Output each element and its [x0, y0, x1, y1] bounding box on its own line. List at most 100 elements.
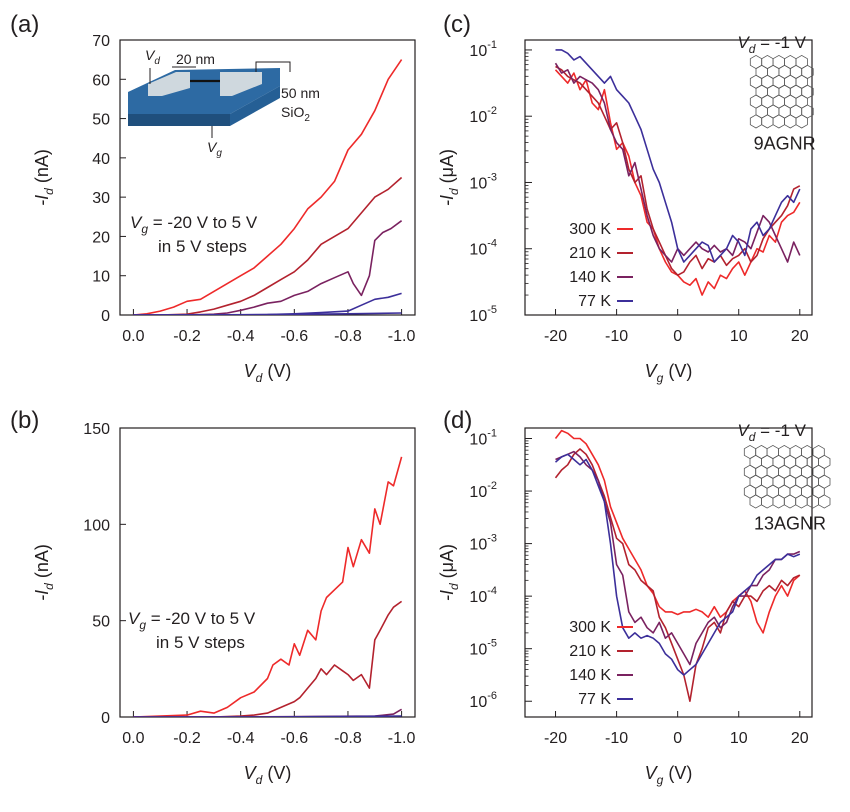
y-tick-label: 50	[92, 614, 110, 631]
ribbon-label: 13AGNR	[754, 513, 826, 533]
y-axis-label-var: -I	[32, 590, 52, 601]
y-axis-label-var: -I	[437, 195, 457, 206]
graphene-ribbon-diagram	[749, 54, 814, 129]
x-tick-label: -10	[605, 328, 628, 345]
y-axis-label-unit: (nA)	[32, 149, 52, 188]
legend-label: 300 K	[569, 619, 611, 636]
panel-label: (a)	[10, 11, 39, 38]
x-tick-label: -1.0	[388, 730, 416, 747]
inset-vg-var: V	[207, 139, 218, 155]
vg-range-annotation: Vg = -20 V to 5 V	[128, 609, 256, 632]
x-tick-label: -0.8	[334, 328, 362, 345]
inset-oxide-name: SiO	[281, 104, 304, 120]
x-axis-label-sub: g	[657, 371, 664, 385]
hexagon-cell	[761, 114, 774, 129]
hexagon-cell	[795, 114, 808, 129]
legend-label: 140 K	[569, 667, 611, 684]
x-axis-label: Vd (V)	[244, 763, 292, 787]
substrate-side	[230, 86, 280, 126]
inset-vg-sub: g	[216, 148, 222, 159]
hexagon-cell	[795, 494, 808, 509]
series-line-3	[133, 220, 403, 315]
series-line-3	[555, 450, 801, 666]
y-tick-exponent: -3	[487, 171, 497, 183]
x-axis-label: Vg (V)	[645, 763, 693, 787]
x-tick-label: 0	[673, 730, 682, 747]
x-tick-label: -0.6	[281, 328, 309, 345]
x-tick-label: 10	[730, 730, 748, 747]
vd-value: = -1 V	[755, 33, 806, 52]
y-axis-label-unit: (μA)	[437, 544, 457, 583]
y-tick-exponent: -4	[487, 585, 497, 597]
y-tick-label: 0	[101, 308, 110, 325]
y-tick-base: 10	[469, 432, 487, 449]
inset-vd-label: Vd	[145, 47, 160, 67]
legend-label: 210 K	[569, 245, 611, 262]
series-line-1	[133, 456, 403, 717]
y-tick-base: 10	[469, 242, 487, 259]
y-tick-exponent: -1	[487, 428, 497, 440]
x-axis-label-var: V	[645, 361, 659, 381]
y-tick-label: 10-1	[469, 39, 497, 60]
series-line-1	[133, 59, 403, 315]
legend-label: 77 K	[578, 691, 611, 708]
y-tick-base: 10	[469, 308, 487, 325]
x-axis-label-var: V	[645, 763, 659, 783]
y-tick-label: 10-4	[469, 585, 497, 606]
y-axis-label: -Id (μA)	[437, 149, 461, 206]
x-tick-label: -0.8	[334, 730, 362, 747]
y-tick-label: 20	[92, 229, 110, 246]
series-line-4	[554, 453, 801, 676]
x-tick-label: -10	[605, 730, 628, 747]
annotation-var: V	[128, 609, 141, 628]
x-axis-label-unit: (V)	[262, 361, 291, 381]
y-tick-label: 10-1	[469, 428, 497, 449]
panel-b: (b) 0.0 -0.2 -0.4 -0.6 -0.8 -1.0 0 50 100 150 Vd (V…	[10, 407, 416, 787]
x-tick-label: -0.2	[173, 328, 201, 345]
series-line-1	[554, 429, 801, 634]
graphene-ribbon-diagram	[743, 444, 831, 509]
y-tick-label: 10-4	[469, 238, 497, 259]
y-tick-label: 0	[101, 710, 110, 727]
y-tick-label: 100	[83, 517, 110, 534]
panel-label: (d)	[443, 407, 472, 434]
y-tick-exponent: -5	[487, 304, 497, 316]
y-axis-label-var: -I	[437, 590, 457, 601]
ribbon-label: 9AGNR	[754, 133, 816, 153]
vd-annotation: Vd = -1 V	[737, 33, 806, 56]
x-tick-label: -1.0	[388, 328, 416, 345]
series-line-4	[133, 292, 402, 315]
hexagon-cell	[761, 494, 774, 509]
y-tick-exponent: -5	[487, 638, 497, 650]
inset-vd-sub: d	[154, 56, 160, 67]
inset-length-label: 20 nm	[176, 51, 215, 67]
hexagon-cell	[772, 114, 785, 129]
vd-annotation: Vd = -1 V	[737, 421, 806, 444]
y-axis-label-sub: d	[42, 583, 56, 590]
y-axis-label: -Id (nA)	[32, 544, 56, 601]
drain-electrode	[220, 72, 262, 96]
hexagon-cell	[806, 494, 819, 509]
annotation-text: = -20 V to 5 V	[146, 609, 256, 628]
vd-var: V	[737, 33, 750, 52]
y-tick-exponent: -6	[487, 690, 497, 702]
inset-oxide-label: SiO2	[281, 104, 310, 124]
x-tick-label: 0.0	[122, 328, 144, 345]
x-tick-label: -0.4	[227, 328, 255, 345]
panel-d: (d)-20 -10 0 10 2010-610-510-410-310-210-1Vg…	[437, 407, 831, 787]
y-tick-label: 10-5	[469, 638, 497, 659]
substrate-front	[128, 114, 230, 126]
legend-label: 210 K	[569, 643, 611, 660]
y-tick-exponent: -1	[487, 39, 497, 51]
y-tick-base: 10	[469, 589, 487, 606]
x-tick-label: 10	[730, 328, 748, 345]
y-tick-label: 10	[92, 269, 110, 286]
x-axis-label-var: V	[244, 763, 258, 783]
annotation-sub: g	[139, 618, 146, 632]
y-tick-label: 40	[92, 151, 110, 168]
x-tick-label: -0.6	[281, 730, 309, 747]
y-tick-base: 10	[469, 484, 487, 501]
y-tick-base: 10	[469, 43, 487, 60]
hexagon-cell	[749, 494, 762, 509]
